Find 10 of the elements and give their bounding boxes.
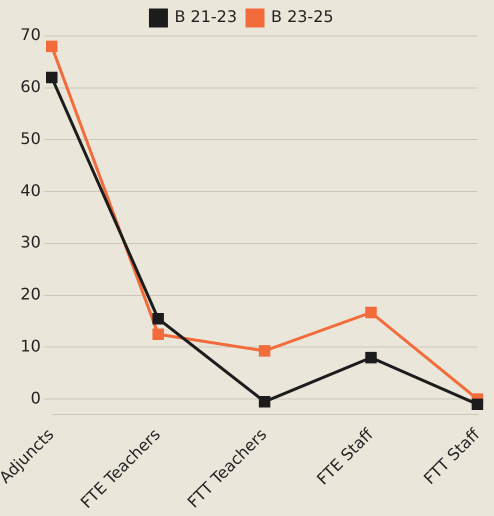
y-tick-label: 60 bbox=[20, 77, 41, 96]
y-tick-label: 30 bbox=[20, 232, 41, 252]
y-tick-label: 0 bbox=[30, 388, 41, 408]
y-tick-label: 50 bbox=[20, 128, 41, 148]
legend-label: B 23-25 bbox=[271, 7, 334, 26]
y-tick-label: 40 bbox=[20, 180, 41, 200]
legend-label: B 21-23 bbox=[174, 7, 238, 26]
y-tick-label: 70 bbox=[20, 25, 41, 44]
y-tick-label: 10 bbox=[20, 336, 41, 356]
y-tick-label: 20 bbox=[20, 284, 41, 304]
